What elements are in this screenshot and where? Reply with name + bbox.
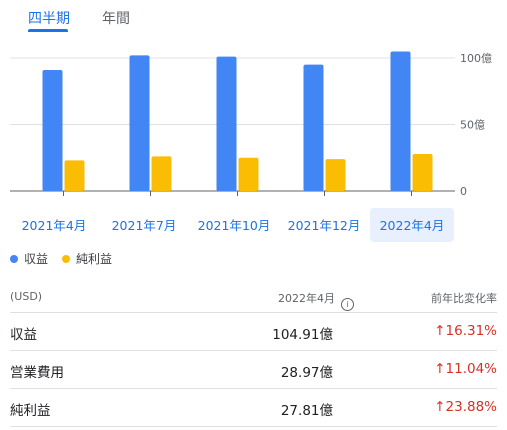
change-header: 前年比変化率 [431,292,497,305]
row-change: ↑16.31% [434,323,497,339]
table-header: (USD) 2022年4月 i 前年比変化率 [10,282,497,313]
revenue-bar [42,69,63,191]
row-label: 純利益 [10,403,51,419]
net-income-bar [325,159,346,191]
row-value: 27.81億 [280,403,333,419]
legend-net-income: 純利益 [62,250,112,267]
financials-table: (USD) 2022年4月 i 前年比変化率 収益 104.91億 ↑16.31%… [10,282,497,427]
category-2021-dec[interactable]: 2021年12月 [287,217,361,233]
y-tick-label: 50億 [460,119,485,132]
revenue-bar [303,64,324,191]
currency-header: (USD) [10,290,43,303]
active-tab-indicator [28,29,68,32]
revenue-bar [216,56,237,191]
info-icon[interactable]: i [341,298,354,311]
blue-dot-icon [10,254,18,263]
legend-revenue-label: 収益 [24,252,49,266]
net-income-bar [151,156,172,191]
table-row: 収益 104.91億 ↑16.31% [10,313,497,351]
row-value: 28.97億 [280,365,333,381]
tab-annual[interactable]: 年間 [102,11,130,27]
category-2021-oct[interactable]: 2021年10月 [197,217,271,233]
revenue-bar [390,51,411,192]
net-income-bar [238,157,259,191]
row-change: ↑11.04% [434,361,497,377]
revenue-bar [129,55,150,192]
period-tabs: 四半期 年間 [0,0,507,36]
row-label: 営業費用 [10,365,64,381]
bar-chart: 0 50億 100億 [10,51,492,198]
row-label: 収益 [10,327,37,343]
legend-revenue: 収益 [10,250,48,267]
table-row: 純利益 27.81億 ↑23.88% [10,389,497,427]
table-row: 営業費用 28.97億 ↑11.04% [10,351,497,389]
row-value: 104.91億 [272,327,333,343]
yellow-dot-icon [62,254,71,263]
row-change: ↑23.88% [434,399,497,415]
net-income-bar [64,160,85,191]
category-2021-apr[interactable]: 2021年4月 [21,217,87,233]
y-tick-label: 0 [460,185,467,198]
net-income-bar [412,154,433,191]
category-2022-apr[interactable]: 2022年4月 [370,208,454,242]
chart-legend: 収益 純利益 [10,250,126,267]
period-header: 2022年4月 i [278,290,354,311]
category-2021-jul[interactable]: 2021年7月 [111,217,177,233]
y-tick-label: 100億 [460,52,492,65]
tab-quarterly[interactable]: 四半期 [28,11,70,27]
legend-net-income-label: 純利益 [76,252,113,266]
